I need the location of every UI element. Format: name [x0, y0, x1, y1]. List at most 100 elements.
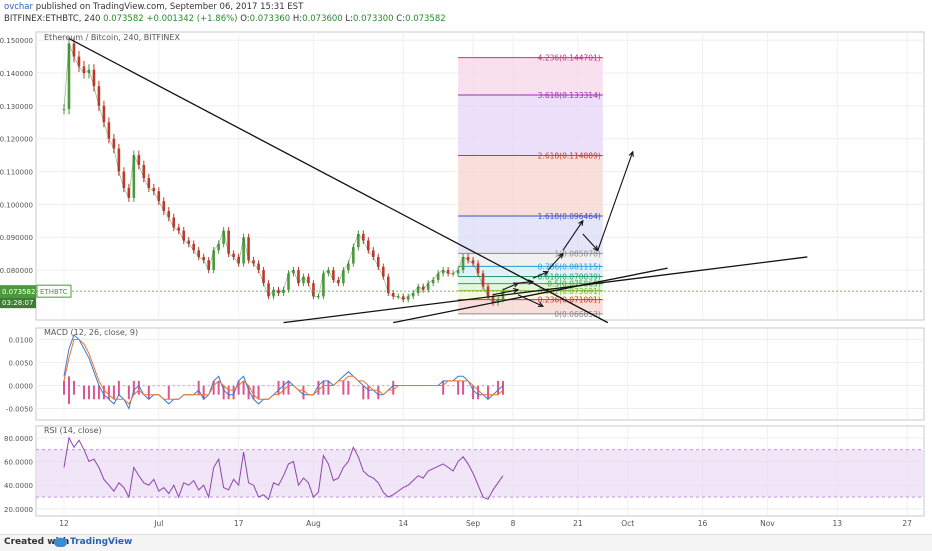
macd-histogram-bar [367, 385, 370, 400]
price-candle [147, 178, 151, 188]
macd-histogram-bar [112, 385, 115, 400]
x-tick-label: Oct [621, 519, 634, 528]
price-candle [297, 270, 300, 284]
tradingview-brand-link[interactable]: TradingView [70, 537, 133, 547]
fib-level-label: 3.618(0.133314) [538, 91, 601, 100]
macd-histogram-bar [492, 385, 495, 387]
last-price: 0.073582 [103, 14, 144, 24]
author-link[interactable]: ovchar [4, 2, 33, 12]
price-candle [262, 270, 265, 284]
signal-line [63, 339, 504, 405]
fib-level-label: 0(0.066653) [554, 310, 600, 319]
macd-histogram-bar [137, 380, 140, 395]
price-candle [117, 148, 121, 172]
projection-arrow [532, 271, 549, 279]
publish-info: ovchar published on TradingView.com, Sep… [4, 2, 303, 12]
price-candle [187, 240, 191, 244]
macd-histogram-bar [442, 380, 445, 395]
chart-canvas[interactable]: 0.150000 0.140000 0.130000 0.120000 0.110000… [0, 28, 932, 534]
price-candle [357, 233, 360, 248]
price-candle [102, 105, 106, 123]
projection-arrow [582, 233, 599, 251]
price-candle [441, 270, 445, 274]
published-text: published on TradingView.com, September … [35, 2, 304, 12]
price-candle [481, 273, 485, 287]
trendline [68, 37, 609, 324]
projection-arrow [502, 282, 519, 291]
price-candle [82, 66, 86, 74]
price-candle [421, 286, 425, 290]
x-tick-label: 17 [234, 519, 244, 528]
macd-histogram-bar [127, 385, 130, 400]
projection-arrow [517, 294, 544, 307]
fib-level-label: 1.618(0.096464) [538, 212, 601, 221]
fib-zone [458, 155, 603, 217]
fib-zone [458, 95, 603, 156]
close-label: C: [396, 14, 406, 24]
price-candle [202, 256, 205, 261]
price-candle [322, 273, 325, 297]
macd-histogram-bar [67, 376, 70, 404]
macd-y-tick: -0.0050 [6, 406, 33, 414]
macd-histogram-bar [187, 385, 190, 387]
price-candle [137, 155, 141, 165]
price-candle [337, 279, 340, 284]
price-candle [87, 69, 91, 74]
x-tick-label: 16 [698, 519, 708, 528]
macd-histogram-bar [172, 385, 175, 387]
fib-zone [458, 283, 603, 291]
footer: Created with TradingView [0, 534, 932, 551]
macd-histogram-bar [297, 385, 300, 387]
price-candle [367, 240, 370, 251]
close-value: 0.073582 [405, 14, 446, 24]
symbol-badge [36, 284, 72, 298]
projection-arrow [597, 151, 634, 251]
last-price-badge [0, 285, 36, 298]
macd-histogram-bar [257, 385, 260, 400]
trendline [283, 256, 808, 324]
macd-histogram-bar [357, 385, 360, 387]
x-tick-label: 27 [902, 519, 912, 528]
price-candle [247, 237, 250, 261]
created-with-text: Created with [4, 537, 70, 547]
price-candle [97, 86, 101, 106]
fib-level-label: 0.786(0.081115) [538, 262, 601, 271]
macd-histogram-bar [242, 380, 245, 395]
fib-zone [458, 216, 603, 254]
macd-histogram-bar [337, 385, 340, 387]
price-candle [217, 243, 220, 251]
price-candle [466, 256, 470, 261]
fib-level-label: 4.236(0.144701) [538, 54, 601, 63]
macd-histogram-bar [82, 385, 85, 400]
open-value: 0.073360 [249, 14, 291, 24]
low-label: L: [345, 14, 354, 24]
x-tick-label: Sep [466, 519, 480, 528]
projection-arrow [517, 281, 534, 284]
macd-histogram-bar [387, 385, 390, 387]
macd-histogram-bar [457, 380, 460, 395]
price-candle [172, 217, 176, 228]
macd-histogram-bar [107, 385, 110, 400]
price-pane: 0.150000 0.140000 0.130000 0.120000 0.110000… [0, 31, 925, 516]
price-candle [381, 266, 385, 277]
macd-histogram-bar [392, 380, 395, 395]
macd-histogram-bar [232, 385, 235, 400]
macd-histogram-bar [72, 380, 75, 395]
rsi-line [63, 436, 504, 501]
x-tick-label: Jul [153, 519, 163, 528]
price-candle [237, 256, 240, 264]
fib-level-label: 0.5(0.075865) [547, 280, 601, 289]
price-candle [127, 187, 131, 198]
macd-histogram-bar [157, 385, 160, 387]
macd-histogram-bar [63, 380, 65, 395]
last-price-label: 0.073582 [2, 288, 35, 296]
symbol-badge-label: ETHBTC [40, 288, 68, 296]
macd-histogram-bar [192, 385, 195, 387]
macd-histogram-bar [252, 385, 255, 400]
rsi-pane: 80.0000 60.0000 40.0000 20.0000 [4, 425, 925, 517]
macd-histogram-bar [472, 385, 475, 400]
macd-histogram-bar [487, 385, 490, 400]
price-candle [152, 187, 156, 192]
price-candle [491, 296, 495, 303]
macd-histogram-bar [282, 380, 285, 395]
